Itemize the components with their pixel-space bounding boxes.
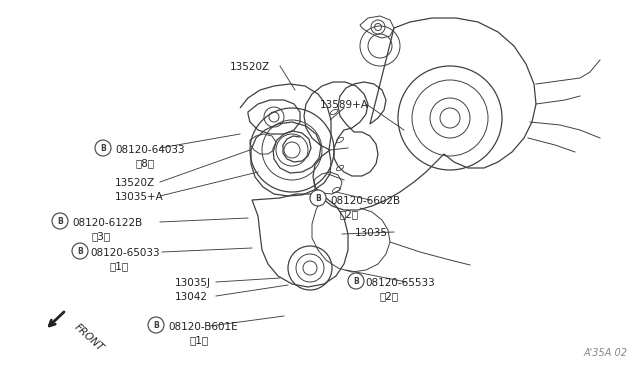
Text: B: B: [153, 321, 159, 330]
Text: 08120-65033: 08120-65033: [90, 248, 159, 258]
Text: 13520Z: 13520Z: [230, 62, 270, 72]
Text: （3）: （3）: [92, 231, 111, 241]
Text: A'35A 02: A'35A 02: [584, 348, 628, 358]
Text: B: B: [315, 193, 321, 202]
Circle shape: [348, 273, 364, 289]
Circle shape: [72, 243, 88, 259]
Text: （1）: （1）: [190, 335, 209, 345]
Text: 08120-B601E: 08120-B601E: [168, 322, 237, 332]
Text: 08120-6122B: 08120-6122B: [72, 218, 142, 228]
Text: 08120-6602B: 08120-6602B: [330, 196, 400, 206]
Text: 13035+A: 13035+A: [115, 192, 164, 202]
Text: 13035: 13035: [355, 228, 388, 238]
Text: B: B: [353, 276, 359, 285]
Text: （8）: （8）: [135, 158, 154, 168]
Text: B: B: [100, 144, 106, 153]
Circle shape: [52, 213, 68, 229]
Circle shape: [95, 140, 111, 156]
Text: 13589+A: 13589+A: [320, 100, 369, 110]
Circle shape: [310, 190, 326, 206]
Text: （1）: （1）: [110, 261, 129, 271]
Text: 13035J: 13035J: [175, 278, 211, 288]
Text: 08120-65533: 08120-65533: [365, 278, 435, 288]
Text: 08120-64033: 08120-64033: [115, 145, 184, 155]
Text: （2）: （2）: [380, 291, 399, 301]
Text: 13520Z: 13520Z: [115, 178, 155, 188]
Text: 13042: 13042: [175, 292, 208, 302]
Text: B: B: [57, 217, 63, 225]
Text: B: B: [77, 247, 83, 256]
Circle shape: [148, 317, 164, 333]
Text: FRONT: FRONT: [72, 322, 105, 353]
Text: ＜2＞: ＜2＞: [340, 209, 359, 219]
